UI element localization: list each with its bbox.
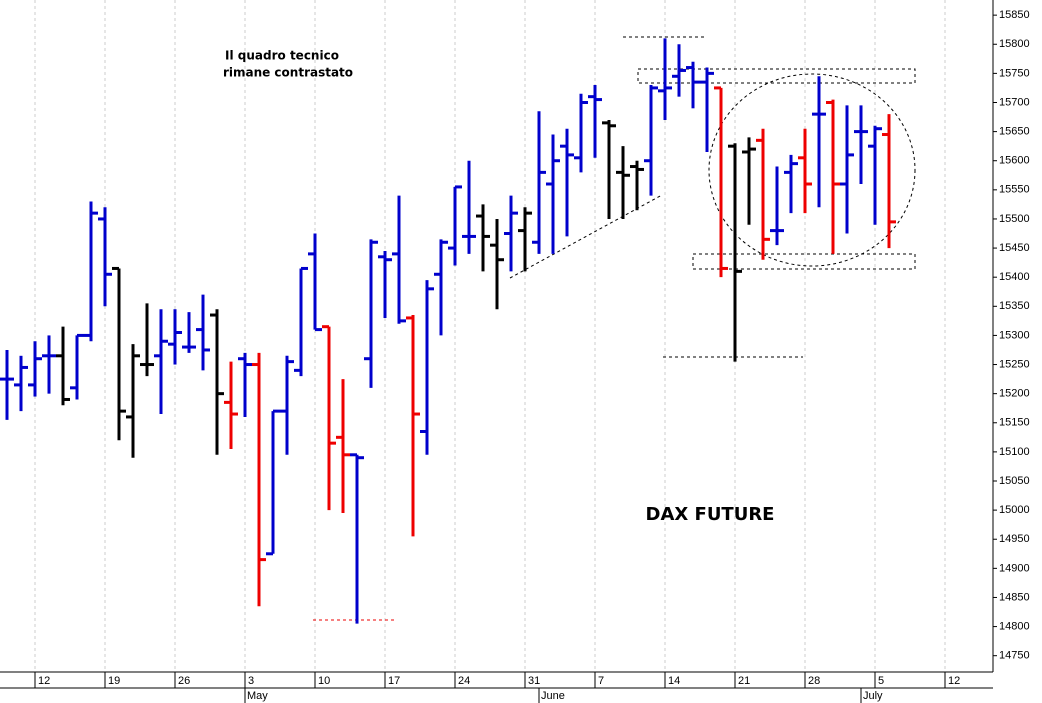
month-label: May [247,690,268,702]
annotation: rimane contrastato [223,66,353,80]
x-tick-label: 12 [38,675,50,687]
y-tick-label: 15150 [999,417,1030,429]
month-label: July [863,690,883,702]
x-tick-label: 21 [738,675,750,687]
y-tick-label: 15800 [999,38,1030,50]
support-band [692,253,916,270]
chart-label: DAX FUTURE [646,504,775,525]
y-tick-label: 15750 [999,67,1030,79]
y-tick-label: 15000 [999,504,1030,516]
y-tick-label: 15300 [999,329,1030,341]
month-label: June [541,690,565,702]
y-tick-label: 15400 [999,271,1030,283]
x-tick-label: 31 [528,675,540,687]
grid [34,0,946,672]
x-tick-label: 5 [878,675,884,687]
y-tick-label: 15850 [999,9,1030,21]
y-tick-label: 15650 [999,126,1030,138]
x-tick-label: 3 [248,675,254,687]
y-tick-label: 14850 [999,591,1030,603]
y-tick-label: 15600 [999,155,1030,167]
y-tick-label: 15250 [999,358,1030,370]
x-tick-label: 10 [318,675,330,687]
x-tick-label: 17 [388,675,400,687]
x-tick-label: 14 [668,675,680,687]
x-tick-label: 24 [458,675,470,687]
y-tick-label: 15450 [999,242,1030,254]
resistance-band [637,68,916,84]
y-tick-label: 15200 [999,388,1030,400]
range-ellipse [708,73,916,267]
y-tick-label: 15100 [999,446,1030,458]
y-tick-label: 15350 [999,300,1030,312]
annotation: Il quadro tecnico [225,49,339,63]
y-tick-label: 14750 [999,650,1030,662]
x-tick-label: 12 [948,675,960,687]
y-tick-label: 14950 [999,533,1030,545]
y-tick-label: 15500 [999,213,1030,225]
y-tick-label: 15700 [999,96,1030,108]
y-tick-label: 15050 [999,475,1030,487]
y-tick-label: 15550 [999,184,1030,196]
x-tick-label: 28 [808,675,820,687]
x-tick-label: 19 [108,675,120,687]
y-tick-label: 14800 [999,620,1030,632]
x-tick-label: 7 [598,675,604,687]
y-tick-label: 14900 [999,562,1030,574]
x-tick-label: 26 [178,675,190,687]
